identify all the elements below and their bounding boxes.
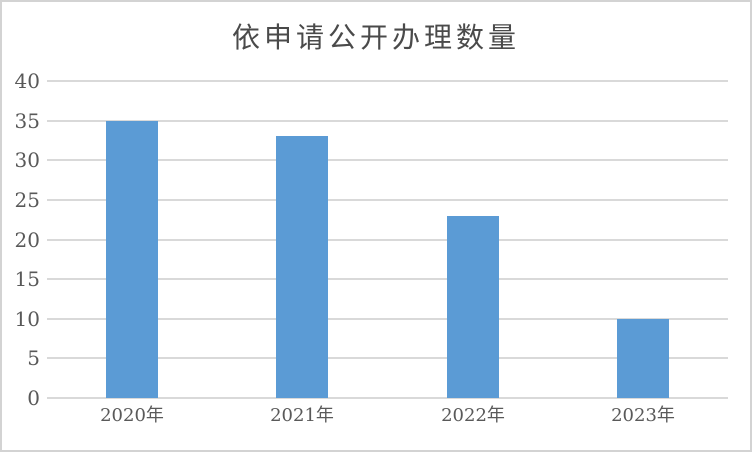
y-tick-label: 10: [14, 306, 40, 331]
x-tick-label: 2022年: [441, 405, 505, 426]
x-tick-label: 2023年: [611, 405, 675, 426]
gridline: [47, 159, 728, 162]
y-tick-label: 30: [14, 148, 40, 173]
plot-area: [47, 80, 728, 399]
gridline: [47, 357, 728, 360]
gridline: [47, 119, 728, 122]
bar-2021年: [276, 136, 328, 398]
gridline: [47, 317, 728, 320]
bar-2023年: [617, 319, 669, 398]
gridline: [47, 198, 728, 201]
gridline: [47, 80, 728, 82]
x-tick-label: 2021年: [270, 405, 334, 426]
x-tick-label: 2020年: [100, 405, 164, 426]
y-tick-label: 5: [27, 346, 40, 371]
chart-title: 依申请公开办理数量: [231, 21, 520, 54]
gridline: [47, 278, 728, 281]
y-tick-label: 40: [14, 69, 40, 93]
y-tick-label: 15: [14, 267, 40, 292]
y-tick-label: 35: [14, 108, 40, 133]
y-tick-label: 20: [14, 227, 40, 252]
gridline: [47, 238, 728, 241]
bar-2020年: [106, 121, 158, 398]
bar-2022年: [447, 216, 499, 398]
gridline: [47, 397, 728, 399]
y-tick-label: 0: [27, 386, 40, 410]
y-tick-label: 25: [14, 187, 40, 212]
